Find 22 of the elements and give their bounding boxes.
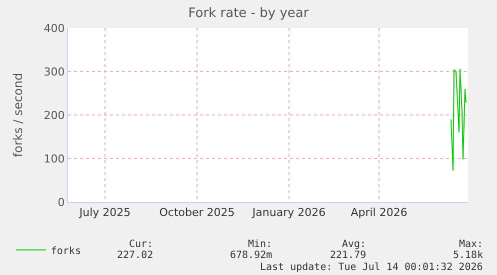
line-series	[450, 68, 466, 172]
y-tick-label: 400	[44, 22, 65, 35]
text: 678.92m	[230, 250, 272, 261]
text: Avg:	[342, 239, 366, 250]
text: Min:	[248, 239, 272, 250]
y-axis-title: forks / second	[11, 72, 26, 158]
x-tick-label: April 2026	[350, 206, 408, 220]
text: Cur:	[129, 239, 154, 250]
text: Max:	[459, 239, 484, 250]
x-tick-label: July 2025	[78, 206, 131, 220]
text: 227.02	[117, 250, 154, 261]
text: 5.18k	[453, 250, 484, 261]
y-tick-label: 200	[44, 108, 65, 122]
x-tick-label: October 2025	[159, 206, 235, 220]
chart-title: Fork rate - by year	[188, 6, 310, 22]
legend-label: forks	[50, 246, 81, 257]
y-tick-label: 100	[44, 152, 65, 166]
text: Last update: Tue Jul 14 00:01:32 2026	[260, 262, 483, 273]
text: 221.79	[330, 250, 366, 261]
x-tick-label: January 2026	[251, 206, 326, 220]
y-tick-label: 0	[58, 196, 65, 209]
y-tick-label: 300	[44, 65, 65, 78]
